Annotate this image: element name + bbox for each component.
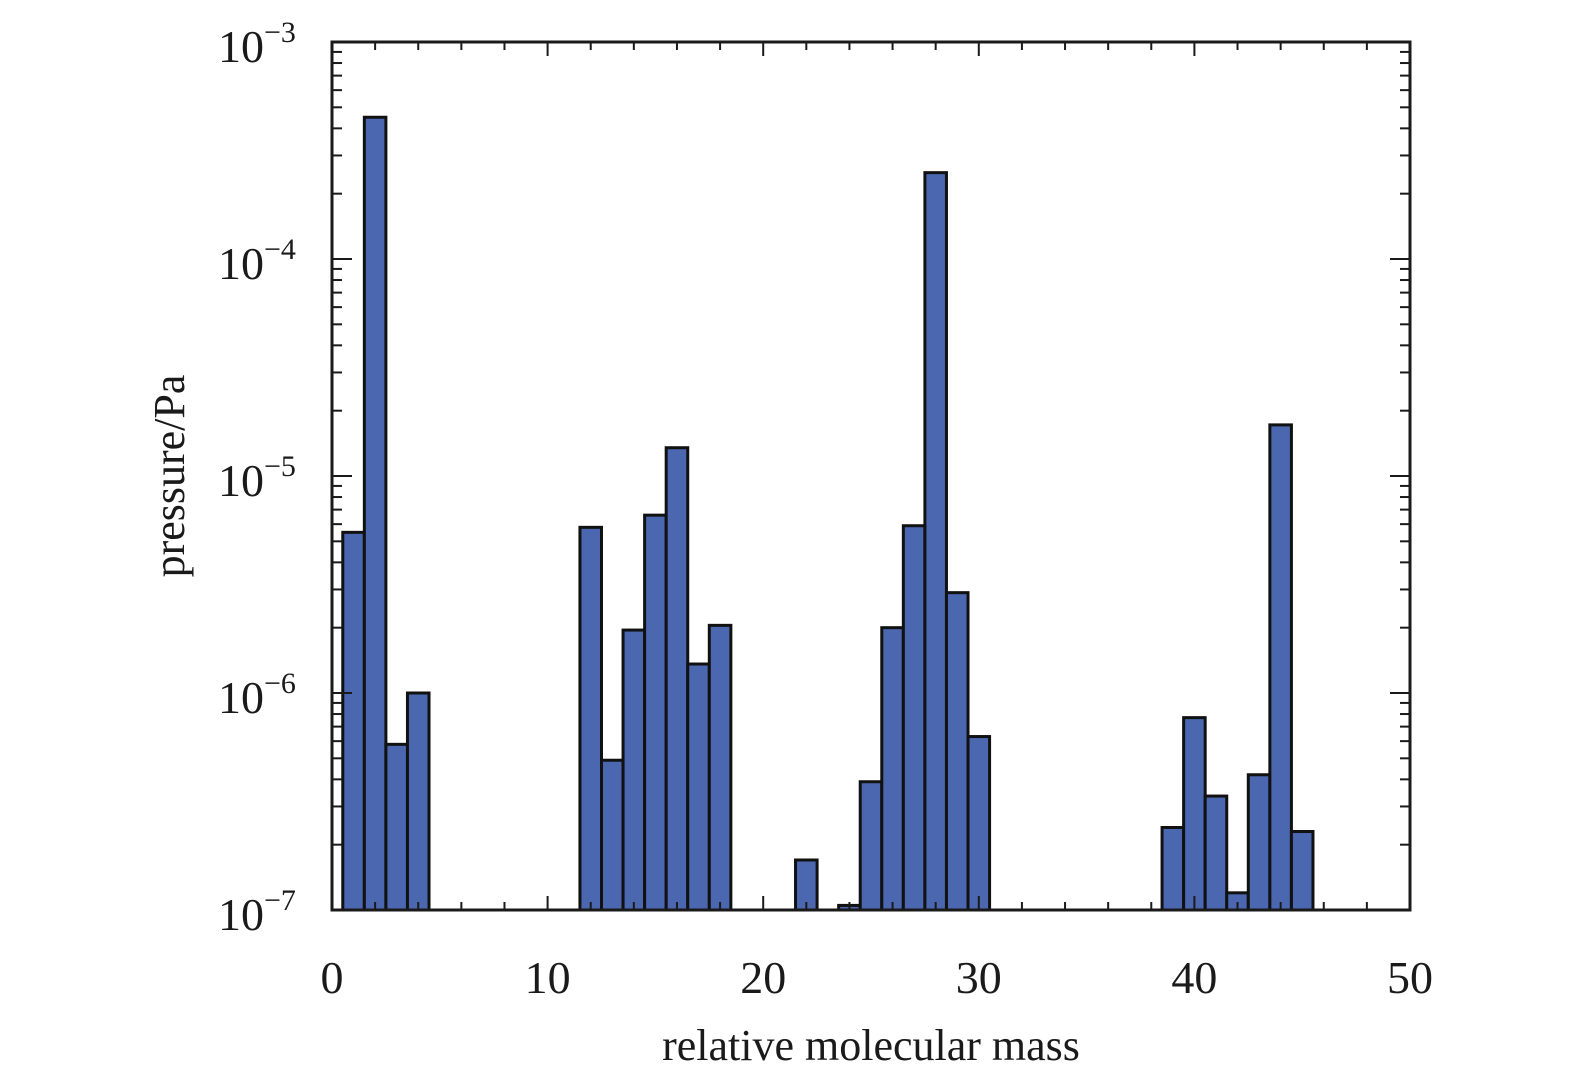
bar-15 (643, 513, 668, 912)
bar-18 (707, 623, 733, 912)
bar-39 (1160, 825, 1186, 912)
y-tick-label: 10−6 (218, 667, 296, 723)
y-axis-title: pressure/Pa (145, 375, 194, 578)
bar-30 (966, 735, 992, 912)
bar-2 (362, 115, 388, 912)
bar-44 (1268, 423, 1293, 912)
x-tick-label: 20 (740, 952, 786, 1003)
x-tick-label: 10 (525, 952, 571, 1003)
y-tick-label: 10−4 (218, 233, 296, 289)
x-tick-labels: 0 10 20 30 40 50 (321, 952, 1434, 1003)
bar-27 (901, 524, 927, 912)
bar-25 (858, 780, 884, 912)
bar-12 (578, 525, 604, 912)
bar-43 (1246, 773, 1272, 912)
y-tick-label: 10−5 (218, 450, 296, 506)
bar-41 (1203, 794, 1229, 912)
x-tick-label: 40 (1171, 952, 1217, 1003)
bar-1 (341, 530, 366, 912)
bars-group (341, 115, 1315, 912)
bar-13 (600, 758, 625, 912)
bar-16 (664, 446, 690, 912)
bar-40 (1182, 716, 1207, 912)
x-tick-label: 30 (956, 952, 1002, 1003)
x-axis-title: relative molecular mass (662, 1021, 1080, 1070)
y-tick-labels: 10−7 10−6 10−5 10−4 10−3 (218, 16, 296, 940)
bar-14 (621, 628, 647, 912)
bar-28 (923, 171, 948, 912)
bar-29 (944, 591, 970, 912)
bar-3 (384, 742, 409, 912)
y-tick-label: 10−7 (218, 884, 296, 940)
bar-17 (686, 662, 711, 912)
y-tick-label: 10−3 (218, 16, 296, 72)
bar-26 (880, 626, 905, 912)
bar-4 (405, 691, 431, 912)
plot-frame (330, 40, 1412, 912)
bar-45 (1289, 830, 1315, 912)
x-tick-label: 0 (321, 952, 344, 1003)
x-tick-label: 50 (1387, 952, 1433, 1003)
